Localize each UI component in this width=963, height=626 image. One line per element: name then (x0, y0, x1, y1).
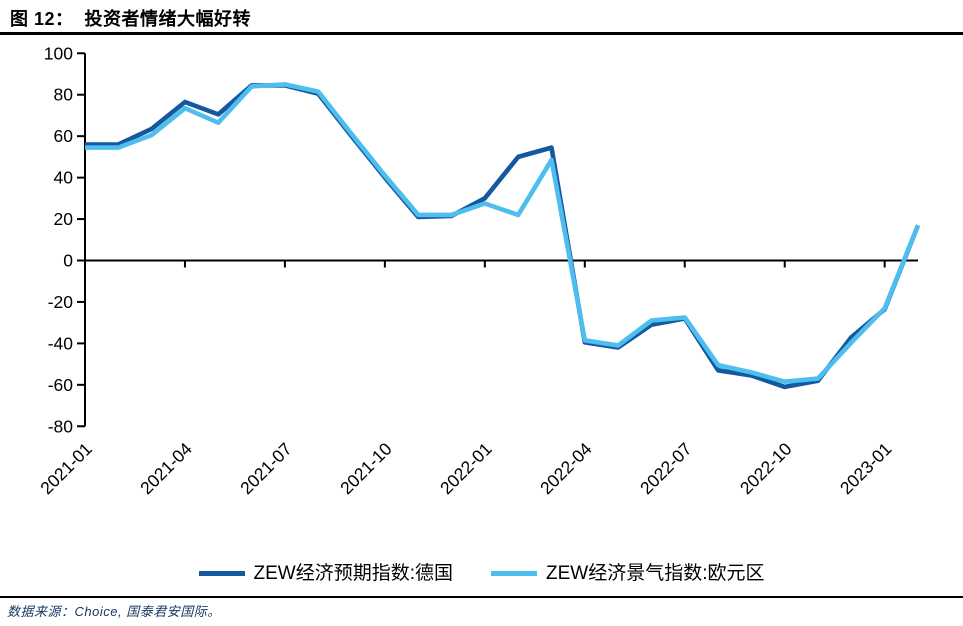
legend-line-swatch-germany (198, 570, 245, 576)
legend-item-eurozone: ZEW经济景气指数:欧元区 (491, 564, 765, 583)
x-tick-label: 2021-01 (36, 439, 96, 499)
y-tick-label: 40 (54, 168, 74, 188)
legend-label-germany: ZEW经济预期指数:德国 (253, 562, 454, 584)
data-source-note: 数据来源：Choice, 国泰君安国际。 (7, 604, 221, 619)
legend-label-eurozone: ZEW经济景气指数:欧元区 (546, 562, 765, 584)
footer-divider (0, 596, 963, 598)
x-tick-label: 2021-04 (136, 439, 196, 499)
legend-item-germany: ZEW经济预期指数:德国 (198, 562, 454, 584)
x-tick-label: 2022-07 (636, 439, 696, 499)
title-divider (0, 32, 963, 35)
series-line-0 (85, 83, 921, 390)
x-tick-label: 2022-10 (736, 439, 796, 499)
y-tick-label: 60 (54, 126, 74, 146)
x-tick-label: 2021-07 (236, 439, 296, 499)
y-tick-label: -40 (48, 333, 74, 353)
series-line-1 (85, 82, 921, 385)
x-tick-label: 2023-01 (836, 439, 896, 499)
x-tick-label: 2021-10 (336, 439, 396, 499)
x-tick-label: 2022-04 (536, 439, 596, 499)
figure-title: 图 12： 投资者情绪大幅好转 (10, 9, 252, 29)
y-tick-label: 20 (54, 209, 74, 229)
y-tick-label: -20 (48, 292, 74, 312)
legend-line-swatch-eurozone (491, 570, 537, 576)
chart-canvas: 100 80 60 40 20 0 -20 -40 -60 -80 2021-01 2021-04 20… (36, 43, 921, 499)
y-tick-label: -60 (48, 375, 74, 395)
y-tick-label: -80 (48, 416, 74, 436)
y-tick-label: 80 (54, 85, 74, 105)
y-tick-label: 0 (63, 251, 73, 271)
y-tick-label: 100 (44, 43, 73, 63)
chart-legend: ZEW经济预期指数:德国 ZEW经济景气指数:欧元区 (0, 556, 963, 590)
x-tick-label: 2022-01 (436, 439, 496, 499)
